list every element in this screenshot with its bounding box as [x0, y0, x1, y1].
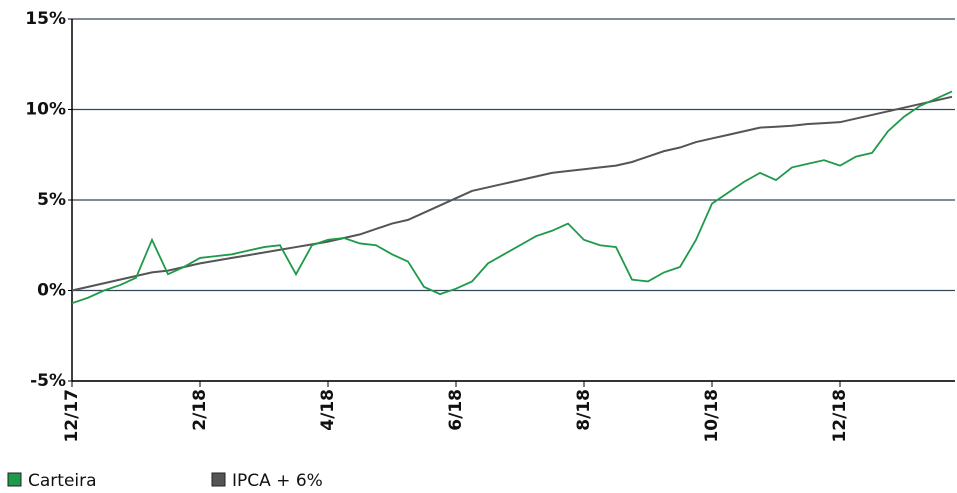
- x-tick-label: 12/17: [62, 389, 82, 443]
- x-tick-label: 12/18: [830, 389, 850, 443]
- y-tick-label: 15%: [25, 9, 66, 29]
- y-tick-label: 0%: [37, 281, 66, 301]
- y-tick-label: 10%: [25, 100, 66, 120]
- legend-swatch: [211, 472, 226, 487]
- x-tick-label: 4/18: [318, 389, 338, 431]
- legend-swatch: [7, 472, 22, 487]
- x-tick-label: 6/18: [446, 389, 466, 431]
- legend-label: IPCA + 6%: [232, 471, 323, 491]
- series-line: [71, 90, 953, 305]
- y-tick-label: -5%: [30, 371, 66, 391]
- series-line: [71, 95, 953, 292]
- y-tick-label: 5%: [37, 190, 66, 210]
- x-tick-label: 8/18: [574, 389, 594, 431]
- x-tick-label: 10/18: [702, 389, 722, 443]
- legend-label: Carteira: [28, 471, 97, 491]
- x-tick-label: 2/18: [190, 389, 210, 431]
